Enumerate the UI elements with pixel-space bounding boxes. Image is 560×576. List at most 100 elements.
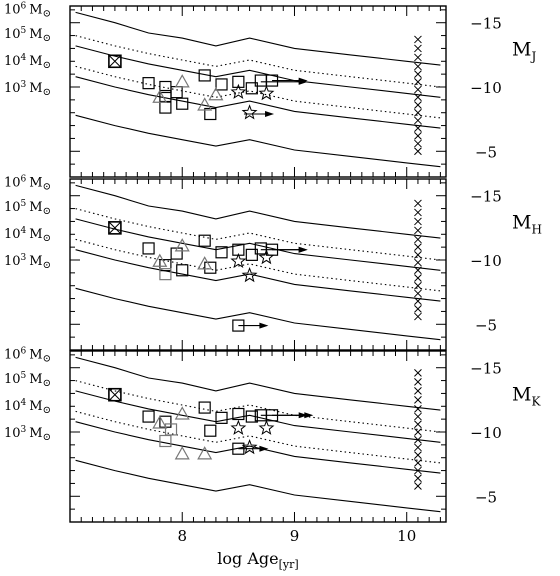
x-marker-stroke <box>414 412 422 421</box>
crossed-square-line <box>108 388 122 402</box>
x-marker <box>414 147 422 156</box>
square-marker <box>232 75 245 88</box>
square-marker <box>215 78 228 91</box>
right-tick-label: −10 <box>470 424 502 442</box>
square-marker <box>142 77 155 90</box>
x-marker-stroke <box>414 53 422 62</box>
square-marker <box>198 69 211 82</box>
x-marker <box>414 116 422 125</box>
x-marker-stroke <box>414 274 422 282</box>
crossed-square-marker <box>108 54 122 69</box>
x-marker-stroke <box>414 405 422 413</box>
star-marker <box>241 266 258 283</box>
x-marker-stroke <box>414 44 422 53</box>
x-marker-stroke <box>414 78 422 86</box>
x-marker <box>414 124 422 132</box>
x-marker <box>414 217 422 226</box>
x-marker <box>414 420 422 429</box>
x-marker <box>414 378 422 386</box>
x-tick-label: 8 <box>177 527 187 545</box>
x-marker-stroke <box>414 235 422 244</box>
mass-label: 105 M⊙ <box>4 199 51 217</box>
x-marker <box>414 243 422 251</box>
star-marker <box>230 83 247 99</box>
model-tracks <box>75 356 441 513</box>
x-marker-stroke <box>414 132 422 140</box>
x-marker-stroke <box>414 369 422 377</box>
x-marker-stroke <box>414 85 422 94</box>
mass-label: 106 M⊙ <box>4 2 51 20</box>
x-marker-stroke <box>414 312 422 321</box>
solid-track <box>75 249 441 302</box>
crossed-square-line <box>108 54 122 68</box>
dotted-track <box>75 208 441 261</box>
x-marker <box>414 208 422 217</box>
x-marker <box>414 44 422 53</box>
square-marker <box>170 86 183 99</box>
x-marker-stroke <box>414 251 422 259</box>
x-marker <box>414 482 422 490</box>
mass-label: 104 M⊙ <box>4 226 51 244</box>
x-marker <box>414 289 422 298</box>
crossed-square-box <box>108 54 122 69</box>
crossed-square-marker <box>108 221 122 235</box>
dotted-track <box>75 380 441 433</box>
solid-track <box>75 76 441 129</box>
square-marker <box>215 411 228 424</box>
x-marker-stroke <box>414 435 422 444</box>
triangle-marker <box>174 446 190 460</box>
star-marker <box>241 438 258 455</box>
x-marker <box>414 93 422 102</box>
square-marker <box>142 410 155 423</box>
x-marker-stroke <box>414 396 422 404</box>
solid-track <box>75 421 441 474</box>
solid-track <box>75 218 441 271</box>
x-marker-stroke <box>414 199 422 208</box>
square-marker <box>245 410 258 423</box>
x-marker <box>414 258 422 267</box>
right-tick-label: −5 <box>475 488 497 506</box>
model-tracks <box>75 11 441 168</box>
mass-label: 103 M⊙ <box>4 425 51 443</box>
x-marker-stroke <box>414 466 422 475</box>
x-marker <box>414 412 422 421</box>
panel-label: MK <box>512 384 541 409</box>
x-marker <box>414 251 422 259</box>
gray-square-marker <box>164 423 178 436</box>
right-tick-label: −15 <box>470 15 502 33</box>
triangle-marker <box>152 415 168 429</box>
x-marker <box>414 235 422 244</box>
dotted-track <box>75 238 441 292</box>
x-marker <box>414 274 422 282</box>
x-marker <box>414 101 422 109</box>
right-tick-label: −15 <box>470 360 502 378</box>
x-marker <box>414 369 422 377</box>
x-axis-label: log Age[yr] <box>217 549 298 571</box>
panel-frame <box>69 5 447 178</box>
x-marker <box>414 466 422 475</box>
star-marker <box>258 248 275 265</box>
x-marker <box>414 281 422 290</box>
triangle-marker <box>152 89 168 103</box>
triangle-marker <box>197 256 213 270</box>
square-marker <box>176 264 189 277</box>
square-marker <box>265 409 279 422</box>
x-marker <box>414 435 422 444</box>
x-marker-stroke <box>414 451 422 459</box>
mass-label: 103 M⊙ <box>4 80 51 98</box>
x-marker <box>414 387 422 395</box>
mass-label: 105 M⊙ <box>4 371 51 389</box>
mass-label: 106 M⊙ <box>4 347 51 365</box>
gray-square-marker <box>159 268 172 281</box>
x-marker-stroke <box>414 226 422 235</box>
age-arrow <box>238 322 269 329</box>
panel-frame <box>69 350 447 523</box>
square-marker <box>159 101 172 114</box>
x-marker-stroke <box>414 281 422 290</box>
star-marker <box>258 84 275 101</box>
solid-track <box>75 287 441 341</box>
age-arrow <box>272 412 314 419</box>
x-marker-stroke <box>414 443 422 452</box>
square-marker <box>232 442 245 455</box>
